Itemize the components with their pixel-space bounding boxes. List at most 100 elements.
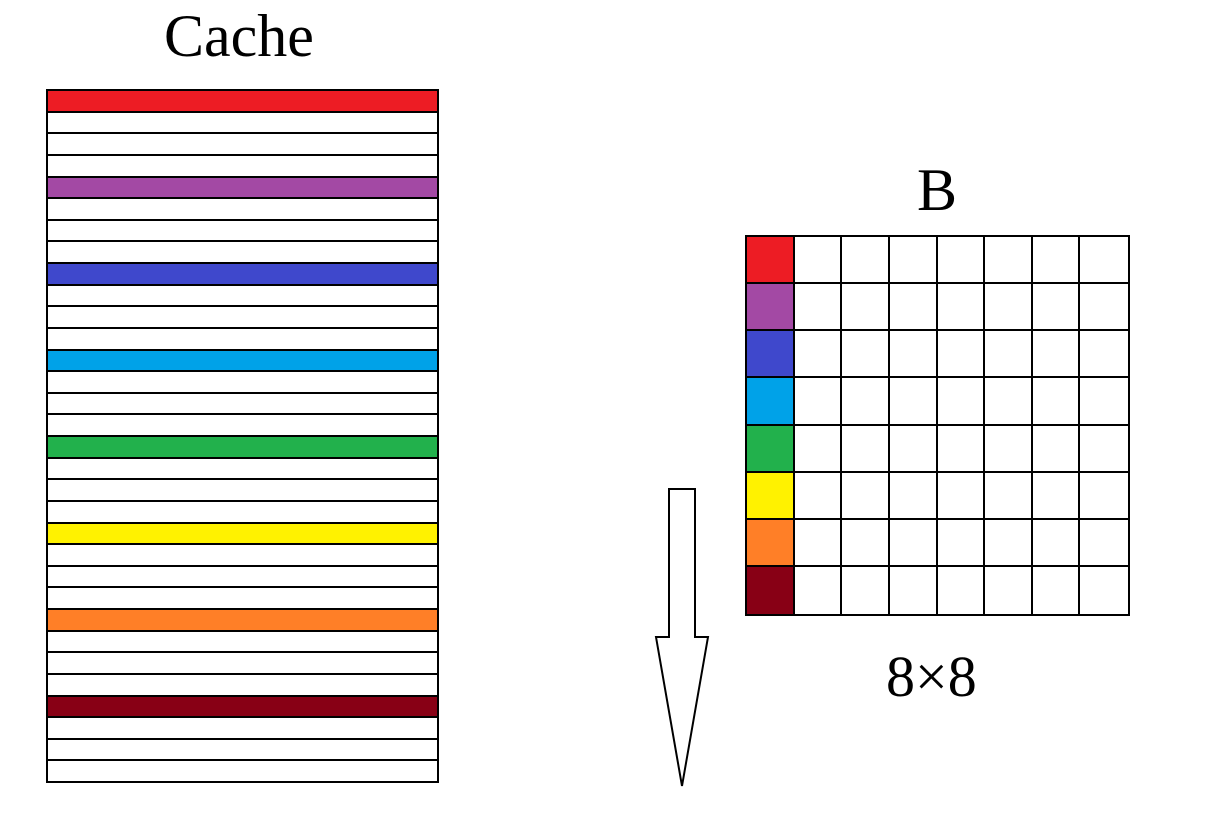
matrix-cell <box>1033 566 1081 614</box>
matrix-cell <box>1032 425 1081 473</box>
matrix-cell <box>1032 237 1081 285</box>
matrix-cell <box>937 237 986 285</box>
matrix-cell <box>1080 567 1128 614</box>
matrix-cell <box>937 519 986 567</box>
matrix-cell <box>985 425 1033 473</box>
matrix-cell <box>1080 331 1128 379</box>
cache-line <box>48 588 437 610</box>
matrix-cell <box>889 519 938 567</box>
cache-line <box>48 653 437 675</box>
matrix-cell-colored <box>747 237 795 285</box>
matrix-cell-colored <box>747 284 795 332</box>
matrix-cell <box>842 284 890 332</box>
matrix-cell <box>937 284 986 332</box>
cache-line-highlighted <box>48 523 437 546</box>
cache-line-highlighted <box>48 350 437 373</box>
cache-line <box>48 740 437 762</box>
matrix-cell <box>937 425 986 473</box>
matrix-cell <box>985 331 1033 379</box>
cache-line <box>48 242 437 264</box>
matrix-cell <box>889 472 938 520</box>
matrix-cell <box>985 472 1033 520</box>
matrix-cell <box>842 237 890 285</box>
matrix-cell <box>842 378 890 426</box>
cache-line <box>48 545 437 567</box>
matrix-cell <box>889 425 938 473</box>
matrix-cell <box>1080 284 1128 332</box>
matrix-b-title: B <box>917 157 958 223</box>
cache-line <box>48 761 437 781</box>
matrix-cell <box>794 237 843 285</box>
matrix-cell <box>985 519 1033 567</box>
matrix-cell <box>1080 426 1128 473</box>
matrix-cell <box>985 284 1033 332</box>
cache-line-highlighted <box>48 177 437 200</box>
matrix-size-label: 8×8 <box>886 644 977 709</box>
matrix-cell-colored <box>747 472 795 520</box>
cache-line <box>48 480 437 502</box>
matrix-cell <box>794 378 843 426</box>
matrix-cell <box>842 566 890 614</box>
matrix-cell <box>1080 520 1128 567</box>
matrix-cell <box>889 237 938 285</box>
matrix-cell <box>890 566 938 614</box>
cache-line-highlighted <box>48 264 437 286</box>
matrix-cell <box>842 472 890 520</box>
cache-line <box>48 221 437 243</box>
matrix-cell <box>1080 378 1128 426</box>
matrix-cell <box>794 284 843 332</box>
cache-line-highlighted <box>48 610 437 632</box>
matrix-cell <box>1032 284 1081 332</box>
cache-line <box>48 718 437 740</box>
cache-title: Cache <box>164 3 314 69</box>
cache-line <box>48 134 437 156</box>
matrix-cell <box>937 472 986 520</box>
matrix-cell <box>937 331 986 379</box>
cache-line <box>48 199 437 221</box>
cache-line <box>48 307 437 329</box>
cache-line <box>48 113 437 135</box>
matrix-cell-colored <box>747 378 795 426</box>
cache-line <box>48 567 437 589</box>
matrix-cell <box>842 519 890 567</box>
matrix-cell <box>794 472 843 520</box>
matrix-cell <box>1080 237 1128 285</box>
cache-line <box>48 632 437 654</box>
matrix-cell <box>985 566 1033 614</box>
matrix-cell <box>889 331 938 379</box>
matrix-cell <box>842 331 890 379</box>
matrix-cell <box>842 425 890 473</box>
matrix-cell <box>794 331 843 379</box>
matrix-cell <box>985 237 1033 285</box>
down-arrow-icon <box>654 488 710 787</box>
cache-line-highlighted <box>48 437 437 459</box>
cache-line <box>48 459 437 481</box>
cache-line <box>48 286 437 308</box>
down-arrow-shape <box>654 488 710 787</box>
matrix-cell <box>1032 472 1081 520</box>
matrix-cell <box>1032 331 1081 379</box>
matrix-cell <box>889 378 938 426</box>
matrix-cell-colored <box>747 425 795 473</box>
cache-line <box>48 372 437 394</box>
cache-line-highlighted <box>48 91 437 113</box>
matrix-cell <box>938 566 986 614</box>
cache-line-highlighted <box>48 696 437 719</box>
matrix-cell-colored <box>747 331 795 379</box>
matrix-cell <box>985 378 1033 426</box>
matrix-cell <box>794 425 843 473</box>
matrix-cell <box>1080 473 1128 520</box>
matrix-cell-colored <box>747 519 795 567</box>
cache-line <box>48 329 437 351</box>
matrix-cell <box>794 519 843 567</box>
matrix-cell-colored <box>747 566 795 614</box>
matrix-cell <box>1032 378 1081 426</box>
matrix-cell <box>889 284 938 332</box>
cache-line <box>48 502 437 524</box>
cache-line <box>48 156 437 178</box>
cache-line <box>48 675 437 697</box>
cache-block <box>46 89 439 783</box>
cache-line <box>48 394 437 416</box>
matrix-b-grid <box>745 235 1130 616</box>
cache-line <box>48 415 437 437</box>
